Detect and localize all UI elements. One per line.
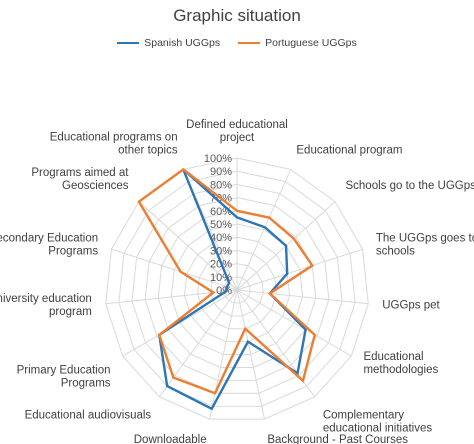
grid-ring — [144, 197, 330, 381]
axis-category-label: Educational programs on other topics — [50, 131, 178, 156]
axis-category-label: UGGps pet — [382, 300, 440, 312]
tick-label: 90% — [210, 166, 232, 178]
grid-spoke — [236, 169, 292, 291]
axis-category-label: Complementary educational initiatives — [323, 410, 433, 435]
legend-swatch-portuguese — [238, 41, 261, 45]
legend-label-spanish: Spanish UGGps — [144, 37, 221, 49]
grid-spoke — [236, 289, 265, 420]
grid-ring — [157, 210, 317, 368]
grid-ring — [210, 263, 264, 317]
grid-spoke — [138, 201, 238, 291]
grid-ring — [105, 157, 369, 420]
legend-label-portuguese: Portuguese UGGps — [265, 37, 357, 49]
axis-category-label: Educational audiovisuals — [25, 410, 152, 422]
grid-ring — [197, 249, 277, 330]
axis-category-label: Educational program — [296, 144, 402, 156]
legend-item-spanish: Spanish UGGps — [117, 37, 220, 49]
axis-category-label: The UGGps goes to schools — [376, 233, 474, 258]
tick-label: 50% — [210, 219, 232, 231]
grid-spoke — [159, 289, 238, 398]
series-line-spanish — [157, 168, 307, 411]
axis-category-label: Schools go to the UGGps — [345, 180, 474, 192]
axis-category-label: Primary Education Programs — [17, 364, 111, 389]
grid-ring — [118, 170, 356, 407]
grid-spoke — [111, 248, 238, 291]
legend: Spanish UGGps Portuguese UGGps — [0, 37, 474, 49]
grid-spoke — [209, 289, 238, 420]
grid-spoke — [122, 289, 238, 357]
tick-label: 60% — [210, 206, 232, 218]
tick-label: 40% — [210, 232, 232, 244]
grid-ring — [183, 236, 291, 343]
chart-title: Graphic situation — [173, 6, 301, 25]
axis-category-label: Downloadableeducational documents — [88, 434, 207, 444]
grid-ring — [170, 223, 304, 356]
axis-category-label: Programs aimed at Geosciences — [31, 167, 129, 192]
legend-swatch-spanish — [117, 41, 140, 45]
axis-category-label: Educational methodologies — [363, 351, 438, 376]
grid-ring — [131, 183, 343, 394]
grid-spoke — [236, 289, 352, 357]
axis-category-label: Background - Past Courses — [267, 434, 408, 444]
grid-spoke — [236, 248, 363, 291]
grid-ring — [223, 276, 251, 304]
tick-label: 80% — [210, 179, 232, 191]
tick-label: 30% — [210, 245, 232, 257]
grid-spoke — [236, 289, 369, 305]
axis-category-label: Defined educational project — [186, 119, 288, 144]
tick-label: 100% — [204, 153, 232, 165]
series-line-portuguese — [137, 167, 317, 395]
legend-item-portuguese: Portuguese UGGps — [238, 37, 357, 49]
